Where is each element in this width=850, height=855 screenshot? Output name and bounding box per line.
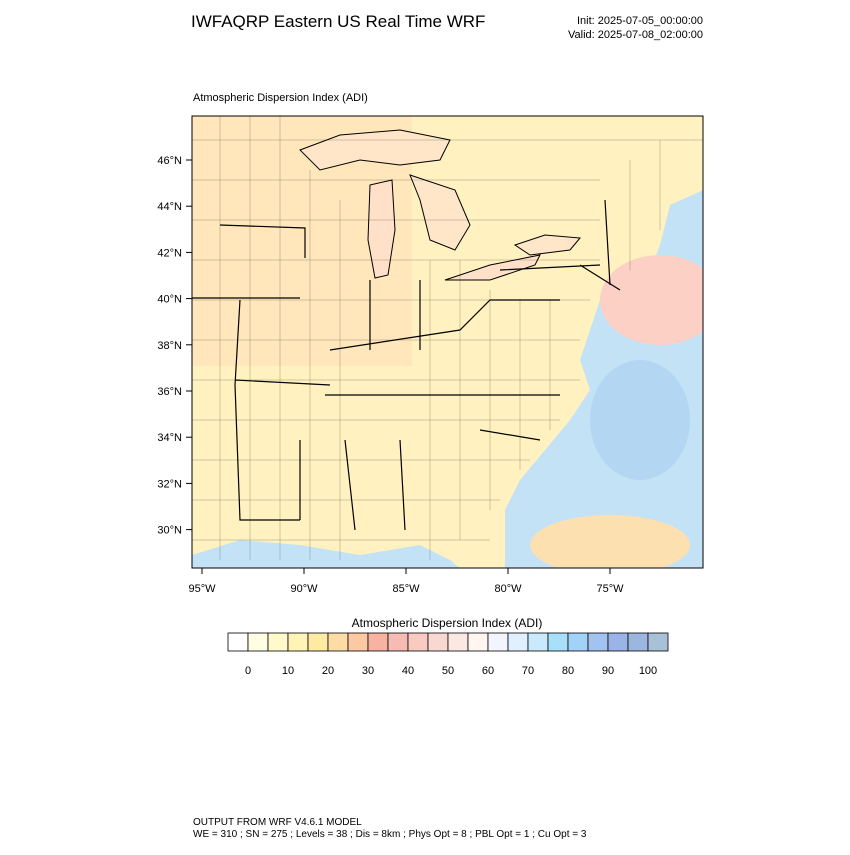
- colorbar-box: [447, 632, 469, 652]
- map: [191, 115, 704, 569]
- colorbar-label: 90: [602, 665, 614, 677]
- lat-label: 46°N: [157, 155, 182, 167]
- valid-time: Valid: 2025-07-08_02:00:00: [568, 29, 703, 41]
- colorbar-label: 50: [442, 665, 454, 677]
- title: IWFAQRP Eastern US Real Time WRF: [191, 12, 485, 31]
- colorbar-label: 40: [402, 665, 414, 677]
- colorbar-label: 30: [362, 665, 374, 677]
- colorbar-label: 60: [482, 665, 494, 677]
- lat-label: 36°N: [157, 386, 182, 398]
- lat-label: 42°N: [157, 247, 182, 259]
- lon-label: 85°W: [392, 583, 420, 595]
- colorbar-box: [307, 632, 329, 652]
- colorbar-box: [227, 632, 249, 652]
- colorbar-box: [347, 632, 369, 652]
- colorbar-label: 70: [522, 665, 534, 677]
- colorbar-box: [287, 632, 309, 652]
- colorbar-box: [627, 632, 649, 652]
- colorbar-box: [467, 632, 489, 652]
- lon-label: 80°W: [494, 583, 522, 595]
- map-title: Atmospheric Dispersion Index (ADI): [193, 92, 368, 104]
- colorbar-label: 80: [562, 665, 574, 677]
- colorbar-box: [407, 632, 429, 652]
- colorbar-label: 100: [639, 665, 657, 677]
- footer-line: OUTPUT FROM WRF V4.6.1 MODEL: [193, 817, 362, 828]
- colorbar-label: 10: [282, 665, 294, 677]
- map-frame: [191, 115, 704, 569]
- ocean-blue: [590, 360, 690, 480]
- colorbar-box: [427, 632, 449, 652]
- colorbar-box: [587, 632, 609, 652]
- lon-label: 95°W: [188, 583, 216, 595]
- lat-label: 38°N: [157, 340, 182, 352]
- lake-huron: [409, 174, 471, 251]
- colorbar-box: [507, 632, 529, 652]
- county-lines: [192, 116, 703, 560]
- colorbar-box: [487, 632, 509, 652]
- lake-ontario: [513, 234, 581, 256]
- colorbar-box: [267, 632, 289, 652]
- colorbar-box: [527, 632, 549, 652]
- footer-line: WE = 310 ; SN = 275 ; Levels = 38 ; Dis …: [193, 829, 587, 840]
- colorbar-box: [367, 632, 389, 652]
- colorbar-box: [607, 632, 629, 652]
- ocean-pink: [600, 255, 703, 345]
- colorbar-title: Atmospheric Dispersion Index (ADI): [352, 616, 543, 630]
- colorbar-box: [387, 632, 409, 652]
- state-lines: [192, 199, 621, 531]
- colorbar-box: [247, 632, 269, 652]
- lat-label: 30°N: [157, 525, 182, 537]
- colorbar-label: 20: [322, 665, 334, 677]
- colorbar-box: [547, 632, 569, 652]
- init-time: Init: 2025-07-05_00:00:00: [577, 15, 703, 27]
- ocean-yellow: [530, 515, 690, 568]
- gulf: [192, 540, 460, 568]
- lat-label: 32°N: [157, 478, 182, 490]
- lat-label: 40°N: [157, 294, 182, 306]
- colorbar-label: 0: [245, 665, 251, 677]
- lat-label: 44°N: [157, 201, 182, 213]
- colorbar-box: [567, 632, 589, 652]
- colorbar-box: [327, 632, 349, 652]
- colorbar-box: [647, 632, 669, 652]
- lon-label: 90°W: [290, 583, 318, 595]
- lon-label: 75°W: [596, 583, 624, 595]
- lat-label: 34°N: [157, 432, 182, 444]
